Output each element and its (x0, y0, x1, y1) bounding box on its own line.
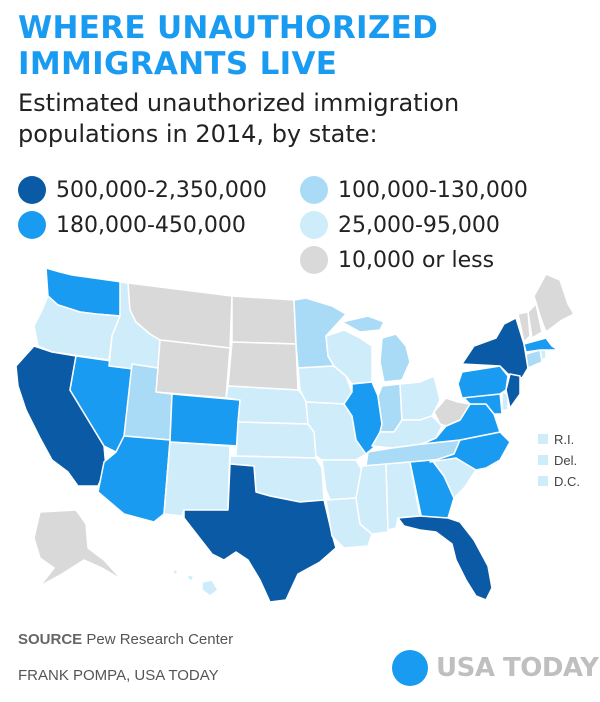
state-me (533, 273, 575, 333)
legend-label: 25,000-95,000 (338, 212, 500, 238)
state-hi (171, 569, 219, 597)
state-ak (33, 509, 123, 587)
source-text: Pew Research Center (86, 631, 234, 648)
usa-today-logo: USA TODAY (392, 650, 599, 686)
legend-item-100k: 100,000-130,000 (300, 174, 528, 206)
small-state-key-ri: R.I. (538, 431, 574, 447)
state-il (343, 381, 383, 455)
source-label: SOURCE (18, 631, 83, 648)
state-fl (397, 515, 493, 601)
legend-item-10k-or-less: 10,000 or less (300, 244, 494, 276)
source-line: SOURCE Pew Research Center (18, 631, 233, 648)
state-ms (355, 463, 389, 535)
legend-swatch (300, 246, 328, 274)
brand-circle-icon (392, 650, 428, 686)
legend-item-180k: 180,000-450,000 (18, 209, 246, 241)
credit-line: FRANK POMPA, USA TODAY (18, 667, 219, 684)
legend-item-500k-plus: 500,000-2,350,000 (18, 174, 267, 206)
state-nm (163, 441, 231, 517)
legend-swatch (18, 176, 46, 204)
small-state-swatch (538, 476, 548, 486)
state-co (169, 393, 241, 447)
legend-label: 100,000-130,000 (338, 177, 528, 203)
state-nd (231, 295, 297, 345)
state-nh (527, 303, 543, 339)
state-vt (517, 311, 531, 343)
page-title: WHERE UNAUTHORIZED IMMIGRANTS LIVE (18, 10, 439, 82)
us-choropleth-map: .b1 { fill:#0b5aa5; } .b2 { fill:#1a9bf2… (15, 267, 575, 603)
state-nc (429, 431, 511, 471)
state-tx (183, 463, 337, 603)
state-ma (523, 337, 559, 353)
state-wv (433, 397, 471, 427)
page-subtitle: Estimated unauthorized immigration popul… (18, 89, 460, 148)
small-state-label: Del. (554, 452, 578, 468)
state-nj (505, 373, 521, 409)
legend-label: 180,000-450,000 (56, 212, 246, 238)
state-ks (235, 421, 317, 459)
legend-item-25k: 25,000-95,000 (300, 209, 500, 241)
small-state-swatch (538, 455, 548, 465)
small-state-label: R.I. (554, 431, 575, 447)
legend-label: 500,000-2,350,000 (56, 177, 267, 203)
legend-swatch (18, 211, 46, 239)
legend-label: 10,000 or less (338, 247, 495, 273)
small-state-label: D.C. (554, 473, 580, 489)
state-wy (155, 339, 231, 399)
brand-name: USA TODAY (436, 653, 599, 683)
state-mi (341, 315, 411, 383)
state-pa (457, 365, 509, 399)
state-ct (525, 349, 543, 369)
states-layer (15, 267, 575, 603)
legend-swatch (300, 176, 328, 204)
small-state-key-del: Del. (538, 452, 577, 468)
state-sd (227, 341, 299, 391)
legend-swatch (300, 211, 328, 239)
small-state-swatch (538, 434, 548, 444)
small-state-key-dc: D.C. (538, 473, 580, 489)
